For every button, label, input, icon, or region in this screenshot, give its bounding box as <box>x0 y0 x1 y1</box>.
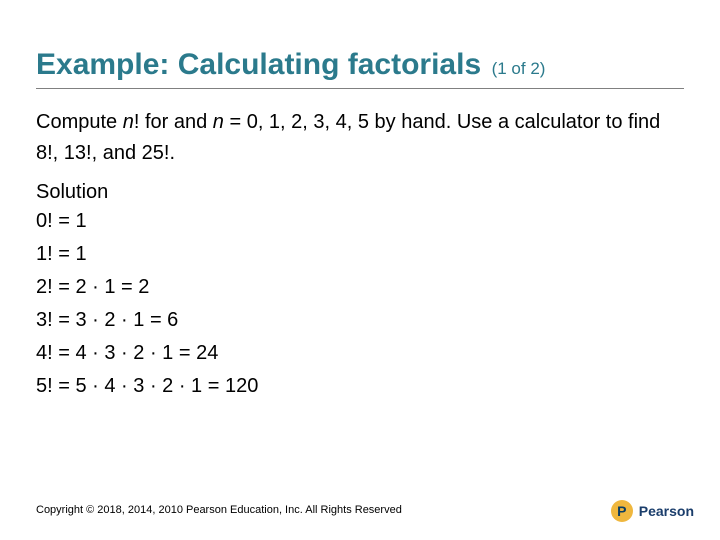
instruction-text: Compute n! for and n = 0, 1, 2, 3, 4, 5 … <box>36 107 684 169</box>
logo-letter: P <box>617 503 626 519</box>
factorial-line: 2! = 2 · 1 = 2 <box>36 272 684 303</box>
instr-var-n2: n <box>213 111 224 133</box>
instr-var-n1: n <box>123 111 134 133</box>
factorial-line: 5! = 5 · 4 · 3 · 2 · 1 = 120 <box>36 371 684 402</box>
solution-label: Solution <box>36 181 684 204</box>
factorial-list: 0! = 11! = 12! = 2 · 1 = 23! = 3 · 2 · 1… <box>36 206 684 402</box>
slide-subtitle: (1 of 2) <box>492 59 546 78</box>
factorial-line: 1! = 1 <box>36 239 684 270</box>
pearson-logo-text: Pearson <box>639 503 694 519</box>
instr-p1: Compute <box>36 111 123 133</box>
slide: Example: Calculating factorials (1 of 2)… <box>0 0 720 540</box>
copyright-footer: Copyright © 2018, 2014, 2010 Pearson Edu… <box>36 504 402 516</box>
pearson-logo-mark: P <box>611 500 633 522</box>
instr-p3: ! for and <box>134 111 213 133</box>
factorial-line: 0! = 1 <box>36 206 684 237</box>
pearson-logo: P Pearson <box>611 500 694 522</box>
factorial-line: 4! = 4 · 3 · 2 · 1 = 24 <box>36 338 684 369</box>
slide-title: Example: Calculating factorials <box>36 48 481 81</box>
title-row: Example: Calculating factorials (1 of 2) <box>36 48 684 89</box>
factorial-line: 3! = 3 · 2 · 1 = 6 <box>36 305 684 336</box>
